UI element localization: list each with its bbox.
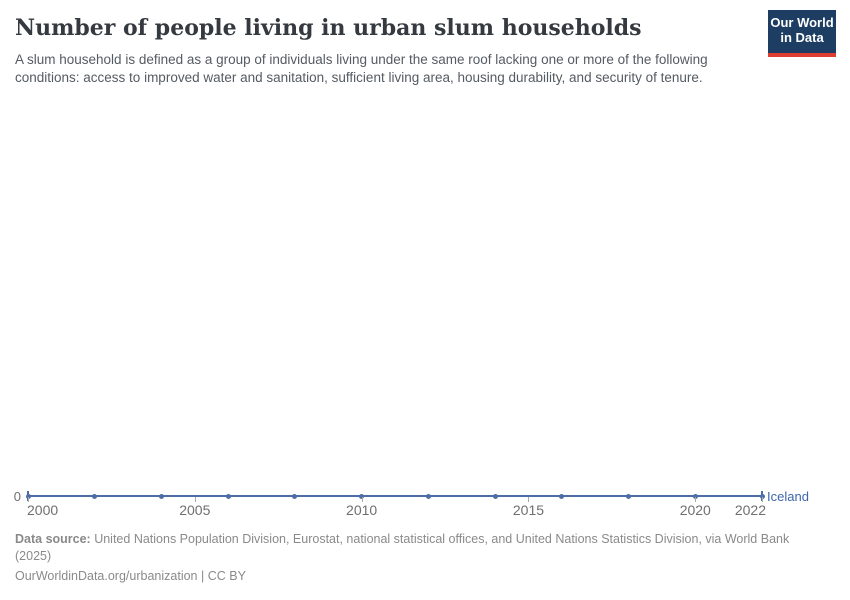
data-point-2014[interactable]	[492, 493, 498, 499]
license-note: OurWorldinData.org/urbanization | CC BY	[15, 568, 830, 584]
data-source-note: Data source: United Nations Population D…	[15, 531, 827, 564]
owid-logo-line1: Our World	[770, 15, 834, 30]
data-point-2002[interactable]	[92, 493, 98, 499]
chart-header: Number of people living in urban slum ho…	[15, 10, 836, 87]
page-title: Number of people living in urban slum ho…	[15, 15, 642, 41]
x-axis-label-2005: 2005	[179, 502, 211, 518]
x-axis-tick-2022	[762, 497, 763, 502]
entity-label-iceland[interactable]: Iceland	[767, 489, 809, 504]
data-source-label: Data source:	[15, 532, 91, 546]
chart-subtitle: A slum household is defined as a group o…	[15, 52, 708, 85]
y-axis-zero-label: 0	[13, 489, 21, 504]
data-point-2020[interactable]	[692, 493, 698, 499]
owid-logo[interactable]: Our World in Data	[768, 10, 836, 57]
series-endcap-2022	[761, 491, 763, 501]
x-axis-label-2000: 2000	[27, 502, 59, 518]
x-axis-tick-2005	[194, 497, 196, 502]
series-endcap-2000	[27, 491, 29, 501]
license-separator: |	[197, 569, 208, 583]
data-point-2004[interactable]	[158, 493, 164, 499]
data-point-2006[interactable]	[225, 493, 231, 499]
x-axis-tick-2015	[528, 497, 530, 502]
x-axis-label-2010: 2010	[346, 502, 378, 518]
data-point-2018[interactable]	[626, 493, 632, 499]
data-point-2008[interactable]	[292, 493, 298, 499]
cc-by-link[interactable]: CC BY	[207, 569, 246, 583]
x-axis-label-2020: 2020	[679, 502, 711, 518]
data-point-2010[interactable]	[359, 493, 365, 499]
x-axis-tick-2010	[361, 497, 363, 502]
data-point-2012[interactable]	[425, 493, 431, 499]
x-axis-tick-2020	[695, 497, 697, 502]
x-axis-tick-2000	[28, 497, 29, 502]
data-source-text: United Nations Population Division, Euro…	[15, 532, 790, 563]
x-axis-label-2022: 2022	[734, 502, 766, 518]
x-axis-label-2015: 2015	[512, 502, 545, 518]
data-point-2016[interactable]	[559, 493, 565, 499]
series-line-iceland	[28, 495, 762, 497]
owid-url-link[interactable]: OurWorldinData.org/urbanization	[15, 569, 198, 583]
chart-footer: Data source: United Nations Population D…	[15, 531, 830, 584]
owid-logo-line2: in Data	[780, 30, 824, 45]
